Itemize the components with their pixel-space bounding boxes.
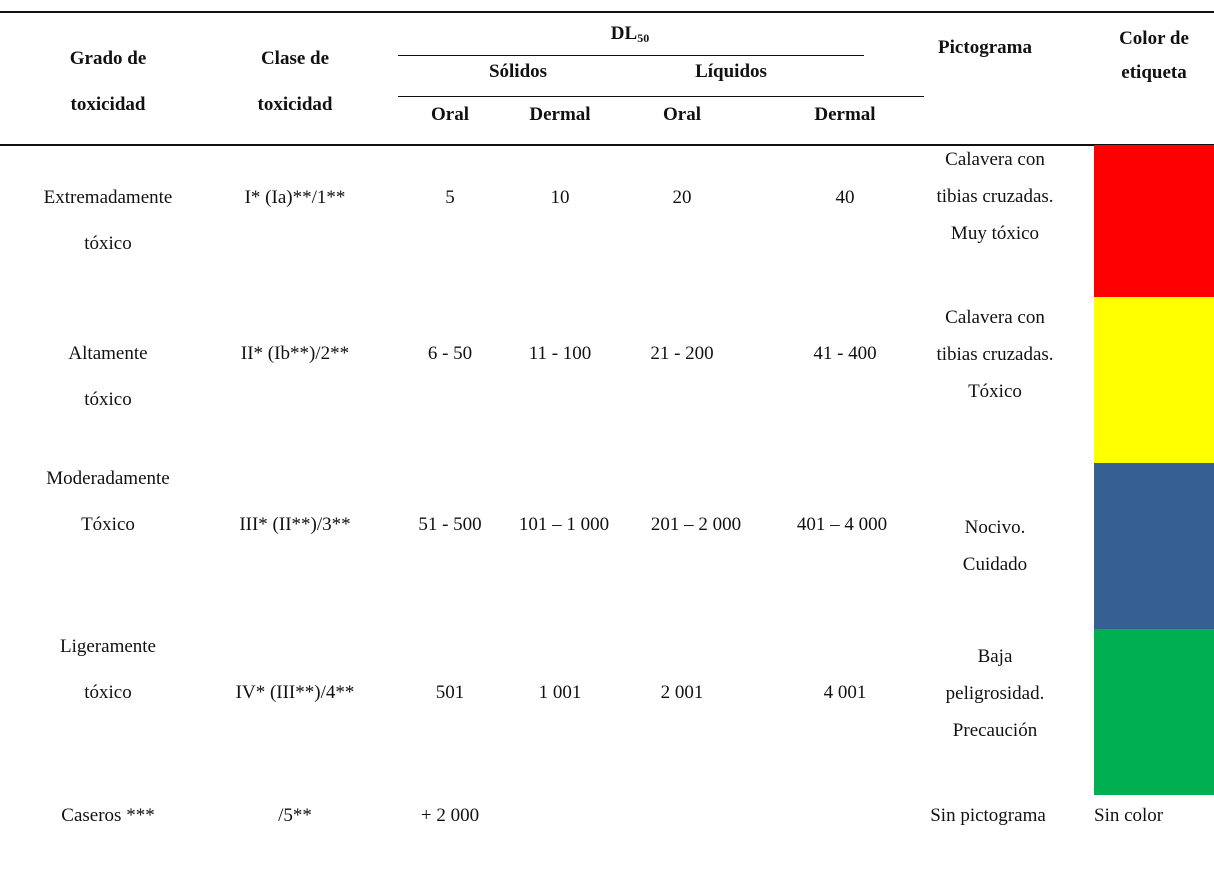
solidos-dermal-cell: 101 – 1 000 — [518, 514, 610, 535]
header-clase: Clase de toxicidad — [257, 48, 333, 115]
grado-cell: Caseros *** — [61, 805, 155, 826]
header-dermal-liquidos: Dermal — [814, 104, 876, 125]
header-oral-liquidos: Oral — [663, 104, 701, 125]
header-bottom-rule — [0, 144, 1214, 146]
clase-cell: I* (Ia)**/1** — [244, 187, 346, 208]
solidos-oral-cell: 6 - 50 — [427, 343, 473, 364]
liquidos-dermal-cell: 40 — [835, 187, 855, 208]
header-solidos: Sólidos — [488, 61, 548, 82]
grado-cell: Altamente tóxico — [68, 343, 148, 410]
liquidos-oral-cell: 21 - 200 — [650, 343, 714, 364]
header-dl50: DL50 — [610, 23, 650, 45]
header-liquidos: Líquidos — [695, 61, 767, 82]
clase-cell: /5** — [278, 805, 312, 826]
header-dermal-solidos: Dermal — [529, 104, 591, 125]
solidos-dermal-cell: 11 - 100 — [528, 343, 592, 364]
pictograma-cell: Nocivo. Cuidado — [962, 517, 1028, 575]
liquidos-dermal-cell: 401 – 4 000 — [796, 514, 888, 535]
color-swatch-blue — [1094, 463, 1214, 629]
clase-cell: III* (II**)/3** — [239, 514, 351, 535]
grado-cell: Moderadamente Tóxico — [46, 468, 170, 535]
liquidos-oral-cell: 201 – 2 000 — [650, 514, 742, 535]
header-oral-solidos: Oral — [431, 104, 469, 125]
top-rule — [0, 11, 1214, 13]
pictograma-cell: Sin pictograma — [930, 805, 1046, 826]
solidos-oral-cell: 5 — [445, 187, 455, 208]
pictograma-cell: Calavera con tibias cruzadas. Muy tóxico — [936, 149, 1054, 244]
color-swatch-yellow — [1094, 297, 1214, 463]
solidos-oral-cell: 51 - 500 — [418, 514, 482, 535]
clase-cell: II* (Ib**)/2** — [240, 343, 350, 364]
header-grado: Grado de toxicidad — [69, 48, 147, 115]
liquidos-oral-cell: 20 — [672, 187, 692, 208]
header-pictograma: Pictograma — [938, 37, 1032, 58]
color-swatch-red — [1094, 145, 1214, 297]
solidos-oral-cell: 501 — [435, 682, 465, 703]
header-color: Color de etiqueta — [1119, 28, 1189, 83]
clase-cell: IV* (III**)/4** — [235, 682, 355, 703]
liquidos-dermal-cell: 4 001 — [823, 682, 867, 703]
pictograma-cell: Baja peligrosidad. Precaución — [945, 646, 1045, 741]
liquidos-oral-cell: 2 001 — [660, 682, 704, 703]
grado-cell: Extremadamente tóxico — [43, 187, 173, 254]
pictograma-cell: Calavera con tibias cruzadas. Tóxico — [936, 307, 1054, 402]
liquidos-dermal-cell: 41 - 400 — [813, 343, 877, 364]
color-cell-text: Sin color — [1094, 805, 1164, 826]
color-swatch-green — [1094, 629, 1214, 795]
solidos-dermal-cell: 10 — [550, 187, 570, 208]
solidos-dermal-cell: 1 001 — [538, 682, 582, 703]
grado-cell: Ligeramente tóxico — [59, 636, 156, 703]
solidos-oral-cell: + 2 000 — [420, 805, 480, 826]
dl50-rule — [398, 55, 864, 56]
subgroup-rule — [398, 96, 924, 97]
